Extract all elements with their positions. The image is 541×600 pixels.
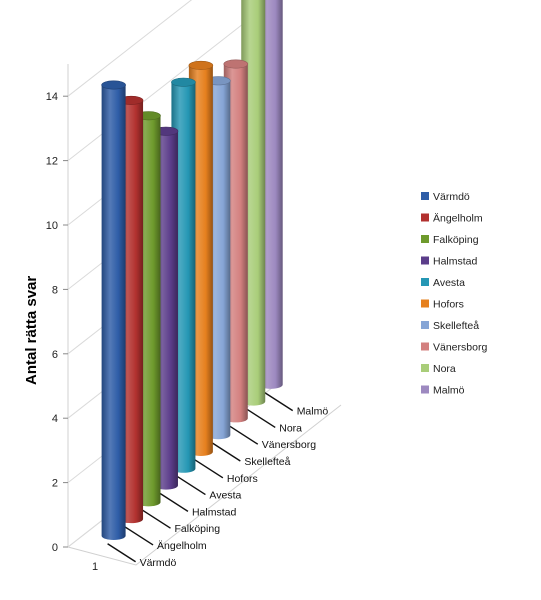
legend-swatch <box>421 299 429 308</box>
legend-label: Nora <box>433 363 456 375</box>
category-label: Halmstad <box>192 506 237 518</box>
legend-label: Skellefteå <box>433 320 479 332</box>
legend-label: Hofors <box>433 299 464 311</box>
legend-swatch <box>421 192 429 200</box>
y-tick-label: 10 <box>46 220 58 232</box>
legend-label: Malmö <box>433 385 465 397</box>
category-leader-line <box>124 526 154 546</box>
x-axis-tick-label: 1 <box>92 561 98 573</box>
category-label: Avesta <box>209 490 241 502</box>
chart-floor-edge <box>67 404 342 566</box>
legend-swatch <box>421 364 429 372</box>
bar-body <box>101 84 126 540</box>
category-leader-line <box>177 476 206 496</box>
category-leader-line <box>246 408 276 429</box>
y-tick-label: 8 <box>52 284 58 296</box>
legend-label: Halmstad <box>433 256 478 268</box>
bar-top <box>101 80 126 90</box>
legend-label: Ängelholm <box>433 213 483 225</box>
y-axis-label: Antal rätta svar <box>23 276 40 385</box>
category-label: Falköping <box>175 523 221 535</box>
bar-top <box>171 77 196 87</box>
category-label: Vänersborg <box>262 439 316 451</box>
category-label: Värmdö <box>140 557 177 569</box>
y-tick-label: 14 <box>46 91 58 103</box>
category-leader-line <box>107 543 136 563</box>
legend-swatch <box>421 385 429 394</box>
legend-label: Värmdö <box>433 191 470 203</box>
y-tick-label: 4 <box>52 413 58 425</box>
category-label: Hofors <box>227 473 258 485</box>
y-tick-label: 12 <box>46 156 58 168</box>
y-tick-label: 0 <box>52 542 58 554</box>
bars <box>101 0 283 540</box>
bar-top <box>223 59 249 69</box>
legend-swatch <box>421 213 429 222</box>
y-tick-label: 2 <box>52 478 58 490</box>
category-label: Skellefteå <box>244 456 290 468</box>
y-axis-ticks: 0 2 4 6 8 10 12 14 <box>46 91 58 554</box>
category-label: Nora <box>279 422 302 434</box>
category-label: Ängelholm <box>157 540 207 552</box>
legend-swatch <box>421 235 429 243</box>
category-leader-line <box>194 459 224 479</box>
category-label: Malmö <box>297 406 329 418</box>
legend-swatch <box>421 342 429 351</box>
category-leader-line <box>229 425 259 445</box>
category-leader-line <box>159 492 189 512</box>
category-leader-line <box>211 442 241 462</box>
legend-label: Vänersborg <box>433 342 487 354</box>
legend-swatch <box>421 278 429 286</box>
y-tick-label: 6 <box>52 349 58 361</box>
bar <box>101 80 126 540</box>
category-labels: Värmdö Ängelholm Falköping Halmstad Avesta Ho… <box>107 392 329 569</box>
category-leader-line <box>142 509 171 529</box>
legend: Värmdö Ängelholm Falköping Halmstad Avesta Ho… <box>421 191 487 397</box>
legend-swatch <box>421 321 429 329</box>
legend-label: Avesta <box>433 277 465 289</box>
legend-swatch <box>421 256 429 265</box>
category-leader-line <box>264 392 294 412</box>
gridline <box>67 0 193 97</box>
bar-top <box>188 60 214 70</box>
legend-label: Falköping <box>433 234 479 246</box>
